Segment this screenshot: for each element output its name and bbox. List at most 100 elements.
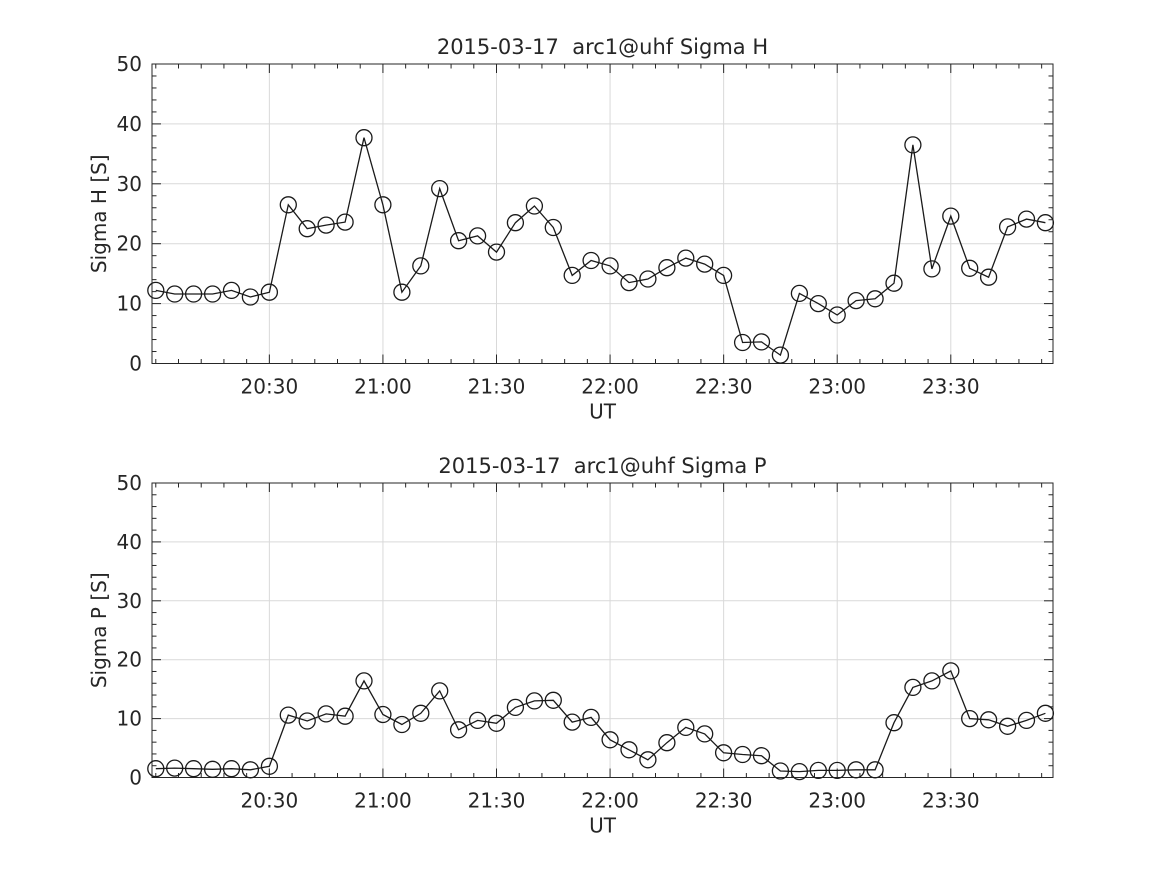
data-point-marker (942, 662, 960, 680)
data-point-marker (790, 284, 809, 303)
data-point-marker (298, 220, 316, 238)
x-tick-label: 22:30 (695, 375, 753, 399)
y-tick-label: 0 (129, 766, 142, 790)
data-point-marker (1036, 704, 1055, 722)
x-tick-label: 22:00 (581, 789, 639, 813)
data-point-marker (374, 705, 392, 724)
data-point-marker (506, 698, 525, 717)
data-point-marker (393, 283, 411, 301)
x-axis-label: UT (589, 814, 617, 838)
y-tick-label: 20 (117, 232, 142, 256)
data-point-marker (677, 718, 695, 737)
data-point-marker (184, 760, 203, 778)
data-point-marker (317, 216, 335, 234)
data-point-marker (222, 760, 241, 778)
data-point-marker (677, 249, 695, 267)
data-point-marker (336, 213, 354, 231)
data-point-marker (847, 761, 865, 779)
chart-title: 2015-03-17 arc1@uhf Sigma H (437, 35, 768, 59)
data-point-marker (885, 274, 903, 292)
data-point-marker (601, 731, 619, 749)
data-point-marker (279, 196, 297, 214)
data-point-marker (828, 306, 846, 324)
data-point-marker (733, 745, 752, 764)
data-point-marker (525, 197, 544, 215)
series-line (155, 137, 1046, 357)
data-point-marker (279, 706, 297, 724)
x-tick-label: 23:30 (922, 375, 980, 399)
data-point-marker (203, 760, 222, 778)
data-point-marker (260, 283, 279, 301)
x-tick-label: 21:30 (468, 789, 526, 813)
x-tick-label: 21:00 (354, 375, 412, 399)
data-point-marker (828, 761, 846, 780)
data-point-marker (468, 227, 487, 245)
y-tick-label: 30 (117, 589, 142, 613)
data-point-marker (961, 259, 979, 277)
x-tick-label: 23:00 (808, 375, 866, 399)
data-point-marker (487, 714, 506, 732)
data-point-marker (866, 761, 884, 779)
data-point-marker (412, 704, 430, 722)
data-point-marker (752, 333, 771, 351)
series-markers (147, 129, 1055, 364)
data-point-marker (487, 243, 506, 261)
data-point-marker (658, 734, 676, 752)
data-point-marker (696, 255, 714, 273)
y-tick-label: 10 (117, 707, 142, 731)
data-point-marker (582, 708, 600, 727)
y-tick-label: 20 (117, 648, 142, 672)
chart-sigma-p: 2015-03-17 arc1@uhf Sigma P 20:30 21:00 21:… (87, 454, 1055, 838)
y-tick-label: 40 (117, 112, 142, 136)
data-point-marker (1036, 214, 1055, 232)
data-point-marker (431, 682, 449, 700)
data-point-marker (544, 218, 562, 237)
x-axis-label: UT (589, 400, 617, 424)
data-point-marker (203, 285, 222, 303)
data-point-marker (166, 759, 184, 777)
y-tick-label: 50 (117, 471, 142, 495)
data-point-marker (468, 711, 487, 730)
data-point-marker (563, 713, 581, 731)
data-point-marker (601, 257, 619, 275)
data-point-marker (222, 281, 241, 300)
data-point-marker (184, 285, 203, 303)
data-point-marker (620, 273, 638, 292)
data-point-marker (449, 232, 468, 250)
data-point-marker (336, 707, 354, 725)
y-tick-label: 30 (117, 172, 142, 196)
y-axis-label: Sigma H [S] (87, 154, 111, 273)
x-tick-label: 23:30 (922, 789, 980, 813)
data-point-marker (979, 268, 998, 286)
axis-ticks (152, 63, 1053, 364)
y-axis-label: Sigma P [S] (87, 572, 111, 688)
data-point-marker (147, 760, 165, 778)
y-tick-label: 50 (117, 52, 142, 76)
data-point-marker (752, 747, 771, 765)
series-line (155, 669, 1046, 773)
data-point-marker (241, 761, 260, 779)
data-point-marker (696, 725, 714, 743)
x-tick-label: 21:30 (468, 375, 526, 399)
data-point-marker (525, 692, 544, 710)
data-point-marker (733, 333, 752, 352)
data-point-marker (260, 757, 279, 775)
data-point-marker (714, 744, 733, 762)
data-point-marker (942, 207, 960, 225)
data-point-marker (771, 346, 790, 364)
x-tick-label: 20:30 (241, 375, 299, 399)
data-point-marker (449, 721, 468, 739)
x-tick-label: 23:00 (808, 789, 866, 813)
data-point-marker (904, 136, 922, 154)
series-markers (147, 662, 1055, 781)
data-point-marker (904, 678, 922, 697)
gridlines (152, 64, 1053, 364)
data-point-marker (639, 751, 657, 769)
data-point-marker (998, 717, 1017, 735)
data-point-marker (355, 129, 373, 147)
x-tick-label: 20:30 (241, 789, 299, 813)
x-tick-label: 22:00 (581, 375, 639, 399)
data-point-marker (544, 691, 562, 709)
data-point-marker (847, 291, 865, 310)
gridlines (152, 483, 1053, 778)
